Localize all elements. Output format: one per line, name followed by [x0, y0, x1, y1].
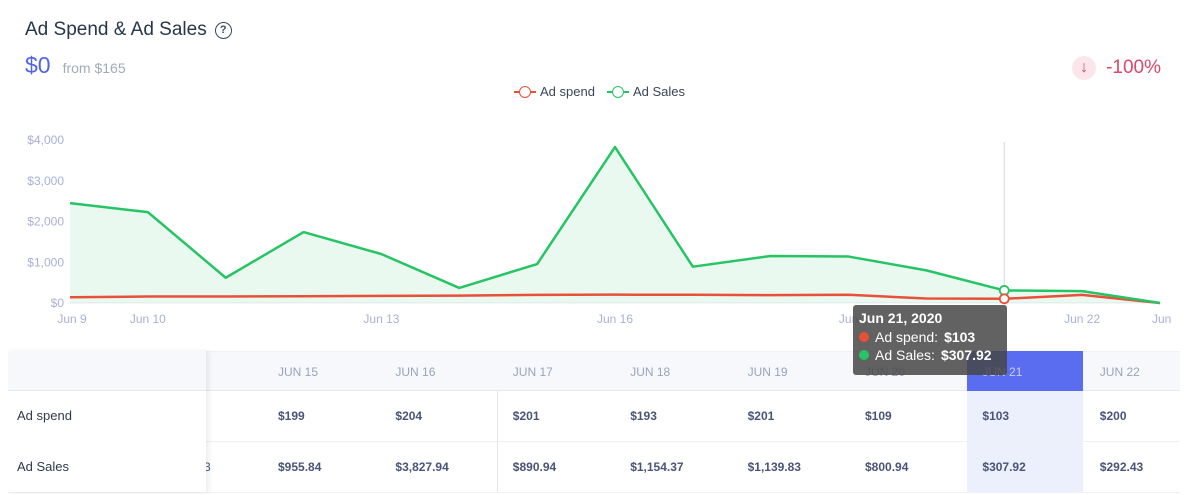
ad-sales-point[interactable] — [301, 229, 307, 235]
change-indicator: ↓ -100% — [1072, 56, 1161, 80]
ad-sales-point[interactable] — [1079, 288, 1085, 294]
y-tick-label: $4,000 — [27, 133, 64, 147]
y-tick-label: $0 — [51, 296, 65, 310]
tooltip-dot-ad-sales — [859, 350, 869, 360]
ad-spend-line — [69, 293, 1161, 305]
ad-spend-point[interactable] — [534, 292, 540, 298]
x-tick-label: Jun 9 — [57, 312, 87, 326]
table-cell: $1,154.37 — [630, 460, 684, 474]
ad-spend-point[interactable] — [456, 293, 462, 299]
column-divider — [497, 391, 498, 492]
table-cell: $201 — [512, 409, 540, 423]
column-header[interactable]: JUN 18 — [630, 365, 671, 379]
arrow-down-icon: ↓ — [1072, 56, 1097, 80]
y-tick-label: $2,000 — [27, 215, 64, 229]
legend-marker-ad-sales — [606, 85, 629, 98]
x-tick-label: Jun 10 — [130, 312, 166, 326]
tooltip-label-ad-sales: Ad Sales: — [875, 347, 935, 363]
table-row-ad-sales — [8, 442, 1180, 493]
column-header[interactable]: JUN 17 — [512, 365, 553, 379]
row-label-ad-spend: Ad spend — [17, 408, 72, 423]
table-cell: $307.92 — [982, 460, 1026, 474]
ad-spend-point[interactable] — [612, 292, 618, 298]
change-percent: -100% — [1106, 57, 1161, 78]
table-cell: $204 — [395, 409, 423, 423]
ad-sales-line — [69, 145, 1161, 305]
legend-label-ad-spend: Ad spend — [540, 84, 595, 99]
tooltip-row-ad-sales: Ad Sales: $307.92 — [859, 347, 1001, 363]
row-label-ad-sales: Ad Sales — [17, 459, 70, 474]
x-tick-label: Jun — [1152, 312, 1171, 326]
widget-title: Ad Spend & Ad Sales ? — [25, 19, 232, 41]
previous-value: from $165 — [62, 60, 126, 76]
widget-title-text: Ad Spend & Ad Sales — [25, 19, 207, 40]
column-header[interactable]: JUN 22 — [1099, 365, 1140, 379]
column-header[interactable]: JUN 16 — [395, 365, 436, 379]
table-cell: $199 — [278, 409, 305, 423]
ad-spend-point[interactable] — [923, 296, 929, 302]
legend-label-ad-sales: Ad Sales — [632, 84, 685, 99]
legend-marker-ad-spend — [514, 85, 536, 98]
table-cell: $890.94 — [512, 460, 557, 474]
ad-spend-point[interactable] — [301, 293, 307, 299]
table-cell: $292.43 — [1099, 460, 1144, 474]
current-value: $0 — [25, 52, 51, 78]
ad-sales-area — [70, 147, 1160, 303]
ad-sales-point[interactable] — [1157, 300, 1163, 306]
ad-sales-point[interactable] — [534, 261, 540, 267]
ad-sales-point[interactable] — [145, 209, 151, 215]
ad-sales-point[interactable] — [846, 254, 852, 260]
ad-spend-point[interactable] — [67, 294, 73, 300]
chart-legend: Ad spend Ad Sales — [0, 84, 1199, 99]
ad-sales-point[interactable] — [612, 144, 618, 150]
table-row-ad-spend — [8, 391, 1180, 442]
ad-spend-point[interactable] — [768, 292, 774, 298]
x-tick-label: Jun 13 — [363, 312, 399, 326]
frozen-label-column: Ad spend Ad Sales — [8, 351, 206, 492]
summary-values: $0 from $165 — [25, 52, 126, 79]
x-tick-label: Jun 16 — [597, 312, 633, 326]
y-tick-label: $1,000 — [27, 255, 64, 269]
table-cell: $955.84 — [278, 460, 322, 474]
frozen-header-cell — [8, 351, 206, 391]
ad-spend-point[interactable] — [690, 292, 696, 298]
line-chart[interactable]: $0 $1,000 $2,000 $3,000 $4,000 Jun 9 Jun 10 Jun… — [0, 120, 1199, 335]
table-cell: $103 — [982, 409, 1010, 423]
ad-sales-point[interactable] — [67, 200, 73, 206]
ad-spend-point[interactable] — [846, 292, 852, 298]
table-cell: $1,139.83 — [747, 460, 801, 474]
ad-spend-hover-marker — [998, 293, 1010, 305]
tooltip-value-ad-sales: $307.92 — [940, 347, 992, 363]
legend-item-ad-spend[interactable]: Ad spend — [514, 84, 595, 99]
column-header[interactable]: JUN 15 — [278, 365, 319, 379]
ad-sales-point[interactable] — [690, 264, 696, 270]
table-cell: $3,827.94 — [395, 460, 449, 474]
chart-tooltip: Jun 21, 2020 Ad spend: $103 Ad Sales: $3… — [853, 305, 1007, 375]
table-cell: $193 — [630, 409, 657, 423]
tooltip-label-ad-spend: Ad spend: — [875, 329, 939, 345]
tooltip-value-ad-spend: $103 — [944, 329, 976, 345]
table-cell: $109 — [865, 409, 892, 423]
ad-spend-point[interactable] — [145, 293, 151, 299]
legend-item-ad-sales[interactable]: Ad Sales — [606, 84, 685, 99]
tooltip-title: Jun 21, 2020 — [859, 310, 943, 326]
ad-spend-point[interactable] — [378, 293, 384, 299]
tooltip-row-ad-spend: Ad spend: $103 — [859, 329, 1001, 345]
x-tick-label: Jun 22 — [1064, 312, 1100, 326]
clipped-cell-text: 3 — [204, 460, 211, 474]
column-header[interactable]: JUN 19 — [747, 365, 788, 379]
ad-sales-point[interactable] — [768, 253, 774, 259]
table-cell: $800.94 — [865, 460, 909, 474]
table-cell: $201 — [747, 409, 775, 423]
help-icon[interactable]: ? — [214, 21, 232, 39]
ad-sales-point[interactable] — [923, 267, 929, 273]
y-tick-label: $3,000 — [27, 174, 64, 188]
ad-sales-point[interactable] — [456, 285, 462, 291]
tooltip-dot-ad-spend — [859, 332, 869, 342]
ad-sales-point[interactable] — [378, 251, 384, 257]
ad-spend-point[interactable] — [223, 293, 229, 299]
ad-sales-point[interactable] — [223, 275, 229, 281]
table-cell: $200 — [1099, 409, 1127, 423]
